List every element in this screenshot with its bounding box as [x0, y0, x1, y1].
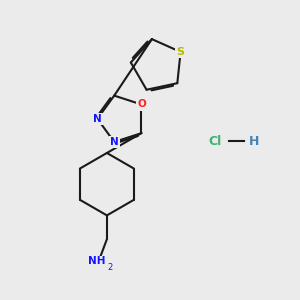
Text: O: O [137, 100, 146, 110]
Text: N: N [93, 114, 102, 124]
Text: S: S [177, 47, 184, 57]
Text: Cl: Cl [209, 135, 222, 148]
Text: 2: 2 [107, 263, 112, 272]
Text: N: N [110, 137, 118, 147]
Text: H: H [249, 135, 259, 148]
Text: NH: NH [88, 256, 106, 266]
